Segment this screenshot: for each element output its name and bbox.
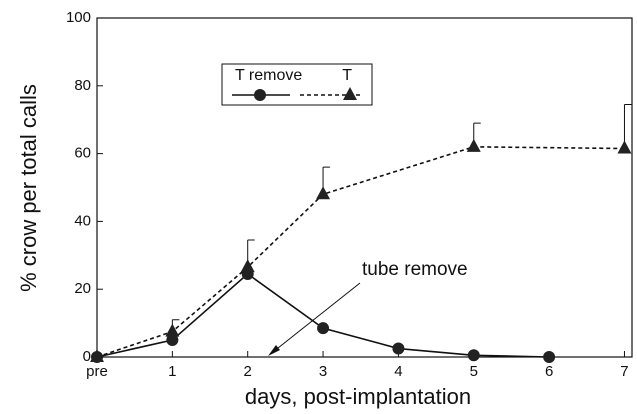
- y-tick-label: 100: [66, 9, 91, 26]
- y-tick-label: 60: [74, 145, 91, 162]
- x-tick-label: 2: [244, 363, 252, 380]
- x-tick-label: 4: [394, 363, 402, 380]
- x-tick-label: 5: [470, 363, 478, 380]
- y-tick-label: 40: [74, 212, 91, 229]
- data-point: [392, 342, 405, 355]
- data-point: [466, 138, 481, 152]
- series-line: [96, 146, 625, 358]
- error-bar: [623, 103, 632, 149]
- data-point: [467, 349, 480, 362]
- annotation-arrow: [272, 282, 361, 353]
- y-axis-title: % crow per total calls: [16, 84, 41, 292]
- data-point: [617, 140, 632, 154]
- data-point: [317, 322, 330, 335]
- y-tick-label: 20: [74, 280, 91, 297]
- x-tick-label: pre: [86, 363, 108, 380]
- legend-marker: [254, 89, 266, 101]
- y-tick-label: 80: [74, 77, 91, 94]
- y-tick-label: 0: [83, 348, 91, 365]
- legend-label: T remove: [235, 67, 302, 84]
- data-point: [543, 351, 556, 363]
- legend-marker: [343, 87, 357, 100]
- data-point: [90, 349, 104, 362]
- annotation: tube remove: [362, 259, 468, 280]
- x-tick-label: 1: [168, 363, 176, 380]
- data-point: [316, 186, 331, 200]
- x-axis-title: days, post-implantation: [245, 384, 471, 409]
- data-point: [166, 334, 179, 347]
- plot-frame: [96, 17, 633, 358]
- x-tick-label: 3: [319, 363, 327, 380]
- data-point: [240, 259, 255, 273]
- data-point: [165, 323, 180, 337]
- x-tick-label: 6: [545, 363, 553, 380]
- series-line: [96, 272, 550, 358]
- arrow-head: [268, 345, 280, 356]
- legend-label: T: [342, 67, 352, 84]
- x-tick-label: 7: [620, 363, 628, 380]
